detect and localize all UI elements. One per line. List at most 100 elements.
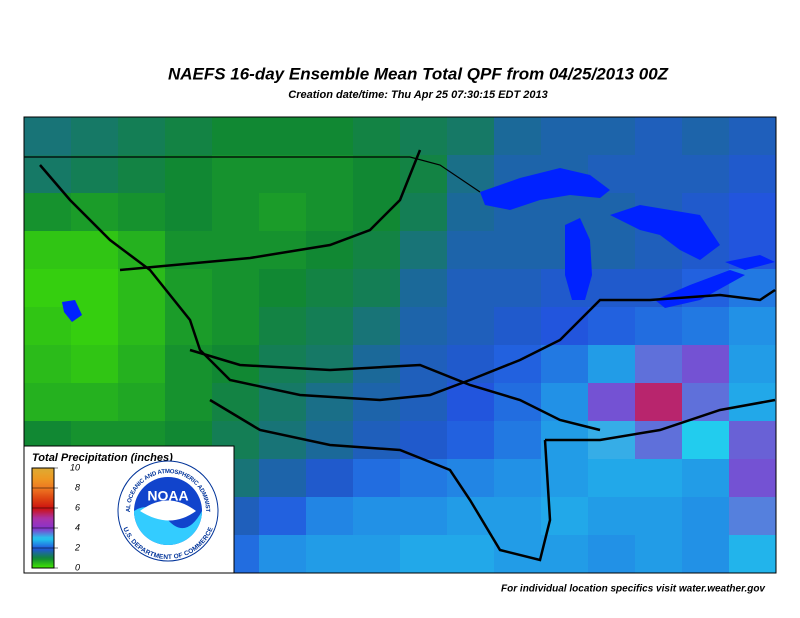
colorbar-segment — [32, 540, 54, 543]
precip-cell — [71, 231, 119, 270]
precip-cell — [494, 231, 542, 270]
precip-cell — [400, 459, 448, 498]
colorbar-segment — [32, 476, 54, 479]
precip-cell — [353, 155, 401, 194]
logo-gull — [140, 500, 196, 521]
precip-cell — [447, 117, 495, 156]
basin-line — [39, 164, 776, 402]
precip-cell — [588, 231, 636, 270]
precip-cell — [400, 345, 448, 384]
precip-cell — [400, 193, 448, 232]
colorbar-segment — [32, 478, 54, 481]
precip-cell — [588, 269, 636, 308]
colorbar-segment — [32, 522, 54, 525]
border — [24, 156, 481, 193]
precip-cell — [259, 459, 307, 498]
colorbar-segment — [32, 468, 54, 471]
precip-cell — [635, 459, 683, 498]
precip-cell — [165, 345, 213, 384]
precip-cell — [353, 459, 401, 498]
colorbar-segment — [32, 496, 54, 499]
precip-cell — [400, 269, 448, 308]
colorbar: 0 2 4 6 8 10 — [31, 462, 80, 572]
colorbar-segment — [32, 558, 54, 561]
precip-cell — [353, 307, 401, 346]
colorbar-segment — [32, 564, 54, 567]
precip-cell — [541, 345, 589, 384]
colorbar-segment — [32, 538, 54, 541]
precip-cell — [588, 345, 636, 384]
precip-cell — [259, 307, 307, 346]
colorbar-segment — [32, 514, 54, 517]
precip-cell — [306, 421, 354, 460]
colorbar-segment — [32, 508, 54, 511]
colorbar-segment — [32, 546, 54, 549]
colorbar-segment — [32, 494, 54, 497]
colorbar-segment — [32, 504, 54, 507]
lake-ontario — [725, 255, 775, 270]
precip-cell — [71, 383, 119, 422]
precip-cell — [494, 421, 542, 460]
precip-cell — [494, 269, 542, 308]
basin-line — [545, 398, 776, 442]
precip-cell — [24, 231, 72, 270]
colorbar-segment — [32, 550, 54, 553]
colorbar-segment — [32, 534, 54, 537]
legend-title: Total Precipitation (inches) — [32, 452, 173, 464]
precip-cell — [447, 269, 495, 308]
precip-cell — [635, 155, 683, 194]
precip-cell — [306, 459, 354, 498]
precip-cell — [165, 155, 213, 194]
precip-cell — [212, 117, 260, 156]
precip-cell — [400, 535, 448, 574]
colorbar-segment — [32, 566, 54, 569]
precip-cell — [729, 421, 777, 460]
colorbar-segment — [32, 520, 54, 523]
precip-cell — [541, 535, 589, 574]
precip-cell — [447, 307, 495, 346]
precip-cell — [212, 269, 260, 308]
colorbar-segment — [32, 512, 54, 515]
precip-cell — [635, 535, 683, 574]
precip-cell — [259, 421, 307, 460]
precip-cell — [447, 155, 495, 194]
precip-cell — [447, 535, 495, 574]
colorbar-segment — [32, 502, 54, 505]
precip-cell — [353, 421, 401, 460]
precip-cell — [447, 345, 495, 384]
basin-line — [209, 398, 552, 562]
colorbar-segment — [32, 486, 54, 489]
precip-cell — [400, 155, 448, 194]
precip-cell — [588, 535, 636, 574]
precip-cell — [682, 535, 730, 574]
precip-cell — [24, 345, 72, 384]
colorbar-tick-label: 2 — [74, 542, 80, 552]
precip-cell — [494, 459, 542, 498]
basin-line — [189, 348, 601, 432]
precip-cell — [212, 307, 260, 346]
lake-huron — [610, 205, 720, 260]
precip-cell — [306, 155, 354, 194]
precip-cell — [118, 383, 166, 422]
precip-cell — [306, 497, 354, 536]
colorbar-segment — [32, 544, 54, 547]
colorbar-segment — [32, 536, 54, 539]
precip-cell — [635, 307, 683, 346]
precip-cell — [541, 383, 589, 422]
precip-cell — [682, 155, 730, 194]
basin-line — [119, 149, 422, 272]
colorbar-segment — [32, 506, 54, 509]
precip-cell — [588, 307, 636, 346]
precip-cell — [729, 307, 777, 346]
colorbar-segment — [32, 490, 54, 493]
precip-cell — [494, 117, 542, 156]
precip-cell — [212, 231, 260, 270]
precip-cell — [729, 345, 777, 384]
precip-cell — [71, 155, 119, 194]
precip-cell — [541, 307, 589, 346]
precip-cell — [306, 231, 354, 270]
precip-cell — [588, 117, 636, 156]
colorbar-segment — [32, 510, 54, 513]
precip-cell — [400, 231, 448, 270]
